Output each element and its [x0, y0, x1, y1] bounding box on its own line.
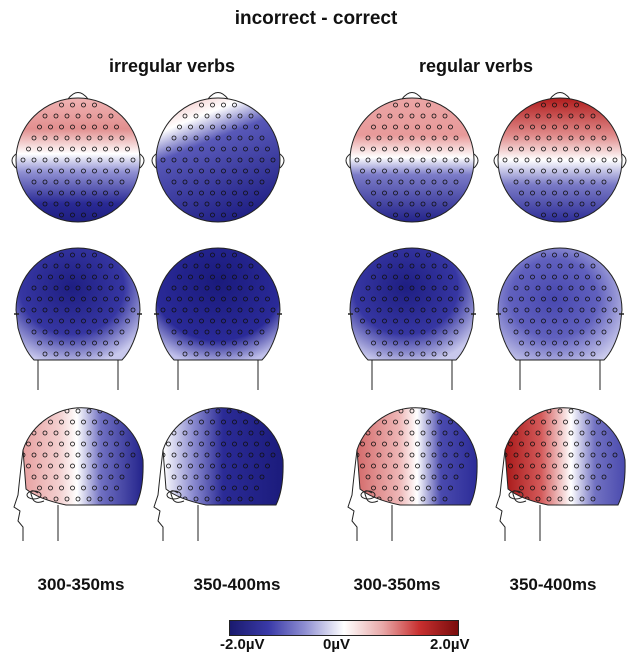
figure-title: incorrect - correct [234, 8, 398, 29]
time-label-1: 300-350ms [37, 575, 125, 594]
top-view-map-2 [151, 92, 285, 223]
time-label-2: 350-400ms [193, 575, 281, 594]
group-title-regular: regular verbs [418, 56, 534, 76]
top-view-map-3 [345, 92, 479, 223]
colorbar [229, 620, 459, 636]
top-view-map-4 [493, 92, 627, 223]
time-label-4: 350-400ms [509, 575, 597, 594]
colorbar-min-label: -2.0µV [220, 636, 265, 653]
time-label-3: 300-350ms [353, 575, 441, 594]
colorbar-mid-label: 0µV [323, 636, 350, 653]
colorbar-max-label: 2.0µV [430, 636, 470, 653]
back-view-map-4 [496, 247, 624, 390]
group-title-irregular: irregular verbs [108, 56, 236, 76]
back-view-map-3 [348, 247, 476, 390]
side-view-map-2 [153, 407, 284, 541]
side-view-map-3 [347, 407, 478, 541]
back-view-map-2 [154, 247, 282, 390]
back-view-map-1 [14, 247, 142, 390]
top-view-map-1 [11, 92, 145, 223]
side-view-map-4 [495, 407, 626, 541]
side-view-map-1 [13, 407, 144, 541]
